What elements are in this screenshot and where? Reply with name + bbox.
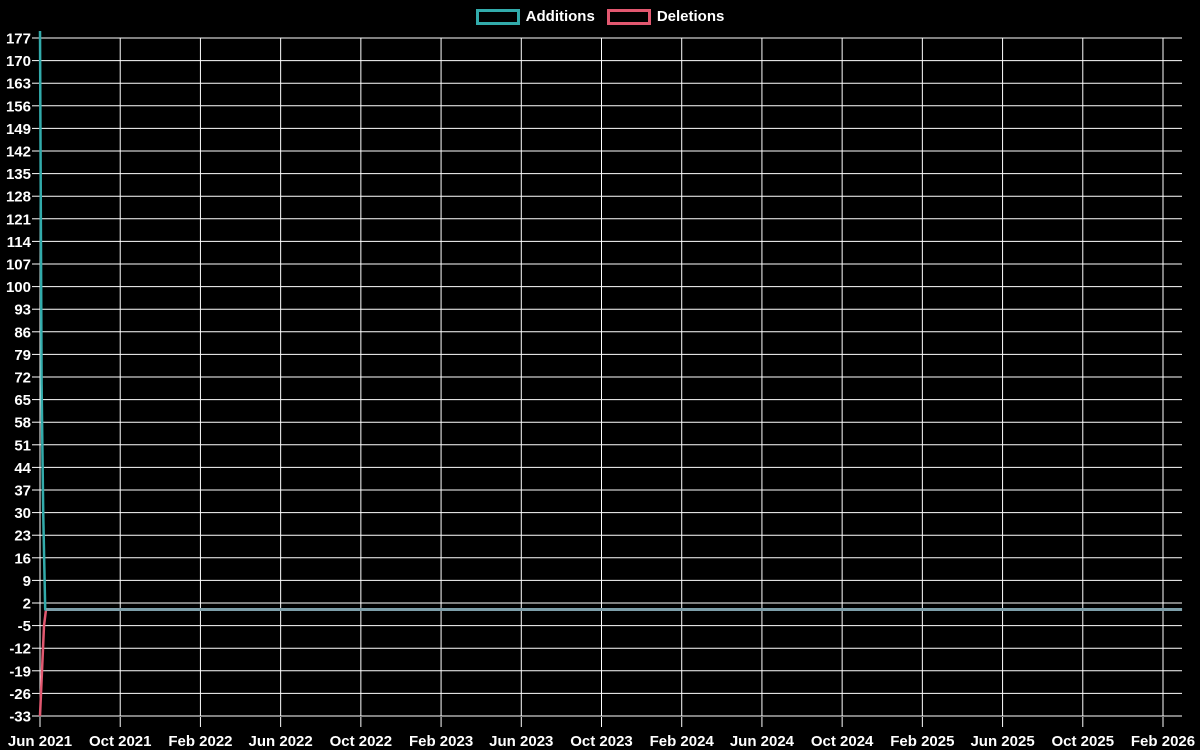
y-axis-label: 100 — [6, 279, 31, 296]
y-axis-label: 23 — [14, 528, 31, 545]
y-axis-label: -5 — [18, 618, 31, 635]
y-axis-label: 51 — [14, 437, 31, 454]
y-axis-label: -33 — [9, 709, 31, 726]
y-axis-label: 93 — [14, 302, 31, 319]
y-axis-label: 177 — [6, 31, 31, 48]
x-axis-label: Feb 2023 — [409, 733, 473, 750]
x-axis-label: Feb 2025 — [890, 733, 954, 750]
y-axis-label: 114 — [7, 234, 32, 251]
y-axis-label: 163 — [6, 76, 31, 93]
y-axis-label: 142 — [6, 144, 31, 161]
y-axis-label: 37 — [14, 483, 31, 500]
x-axis-label: Feb 2024 — [650, 733, 715, 750]
x-axis-label: Oct 2022 — [330, 733, 393, 750]
y-axis-label: 72 — [14, 370, 31, 387]
y-tick-marks — [32, 37, 40, 717]
x-axis-label: Oct 2025 — [1052, 733, 1115, 750]
y-axis-label: 135 — [6, 166, 31, 183]
x-axis-label: Jun 2021 — [8, 733, 72, 750]
y-axis-label: 79 — [14, 347, 31, 364]
deletions-legend-label: Deletions — [656, 8, 725, 25]
x-tick-marks — [39, 717, 1164, 727]
x-axis-label: Feb 2026 — [1131, 733, 1195, 750]
y-axis-label: 58 — [14, 415, 31, 432]
y-axis-label: -26 — [9, 686, 31, 703]
y-axis-label: -12 — [9, 641, 31, 658]
x-axis-labels: Jun 2021 Oct 2021 Feb 2022 Jun 2022 Oct 2022… — [8, 733, 1195, 750]
x-axis-label: Jun 2022 — [249, 733, 313, 750]
horizontal-gridlines — [40, 37, 1182, 717]
y-axis-label: 30 — [14, 505, 31, 522]
x-axis-label: Jun 2023 — [489, 733, 553, 750]
y-axis-label: -19 — [9, 663, 31, 680]
x-axis-label: Jun 2025 — [970, 733, 1034, 750]
y-axis-label: 121 — [6, 211, 31, 228]
legend-item-deletions[interactable]: Deletions — [606, 8, 725, 26]
additions-legend-label: Additions — [525, 8, 595, 25]
x-axis-label: Oct 2024 — [811, 733, 874, 750]
y-axis-label: 65 — [14, 392, 31, 409]
y-axis-label: 2 — [23, 596, 31, 613]
y-axis-label: 156 — [6, 98, 31, 115]
y-axis-label: 9 — [23, 573, 31, 590]
y-axis-label: 107 — [6, 257, 31, 274]
legend: Additions Deletions — [0, 7, 1200, 27]
additions-line — [38, 31, 1183, 611]
y-axis-labels: 177 170 163 156 149 142 135 128 121 114 107 100 93 86… — [6, 31, 32, 726]
y-axis-label: 16 — [14, 550, 31, 567]
x-axis-label: Oct 2021 — [89, 733, 152, 750]
series-lines — [38, 31, 1183, 717]
additions-swatch-icon — [475, 9, 520, 25]
y-axis-label: 86 — [14, 324, 31, 341]
deletions-swatch-icon — [606, 9, 651, 25]
legend-item-additions[interactable]: Additions — [475, 8, 595, 26]
y-axis-label: 170 — [6, 53, 31, 70]
y-axis-label: 44 — [14, 460, 31, 477]
y-axis-label: 128 — [6, 189, 31, 206]
x-axis-label: Oct 2023 — [570, 733, 633, 750]
x-axis-label: Jun 2024 — [730, 733, 795, 750]
x-axis-label: Feb 2022 — [168, 733, 232, 750]
y-axis-label: 149 — [6, 121, 31, 138]
